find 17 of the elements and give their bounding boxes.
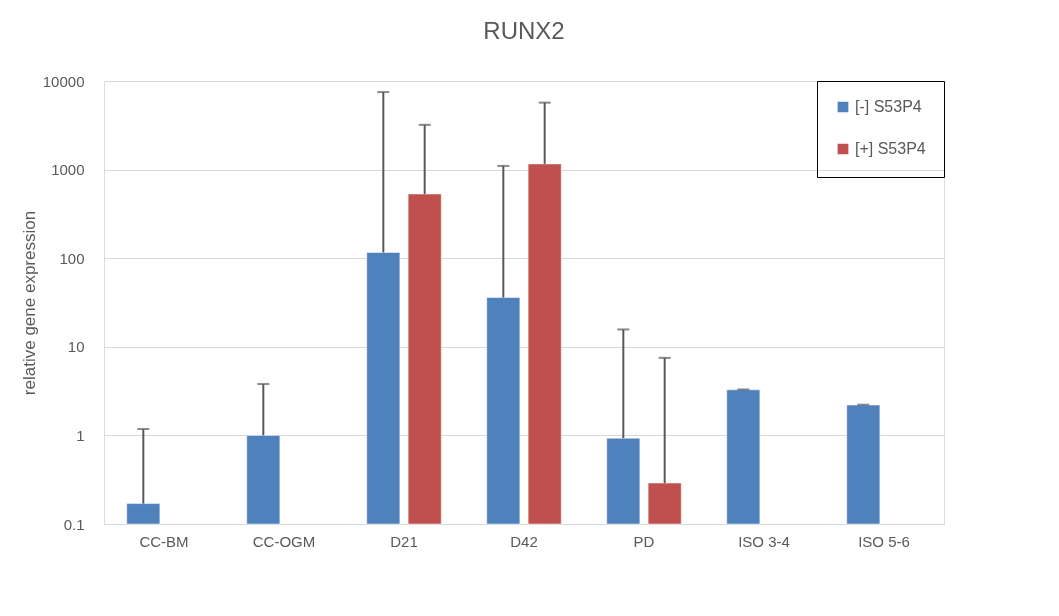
x-tick-label: ISO 5-6 [858,532,910,550]
chart-title: RUNX2 [483,17,565,44]
legend-label: [-] S53P4 [855,98,922,115]
x-tick-label: CC-BM [139,532,189,550]
x-tick-label: PD [633,532,655,550]
y-tick-label: 1000 [51,161,85,179]
y-axis-title: relative gene expression [19,210,39,396]
y-tick-label: 10 [67,338,85,356]
y-tick-label: 1 [76,426,85,444]
y-tick-label: 10000 [42,72,85,90]
x-tick-label: D21 [390,532,418,550]
x-tick-label: ISO 3-4 [738,532,790,550]
y-tick-label: 100 [59,249,85,267]
x-tick-label: CC-OGM [252,532,316,550]
y-tick-label: 0.1 [63,515,85,533]
x-tick-label: D42 [510,532,538,550]
legend-label: [+] S53P4 [855,140,926,157]
